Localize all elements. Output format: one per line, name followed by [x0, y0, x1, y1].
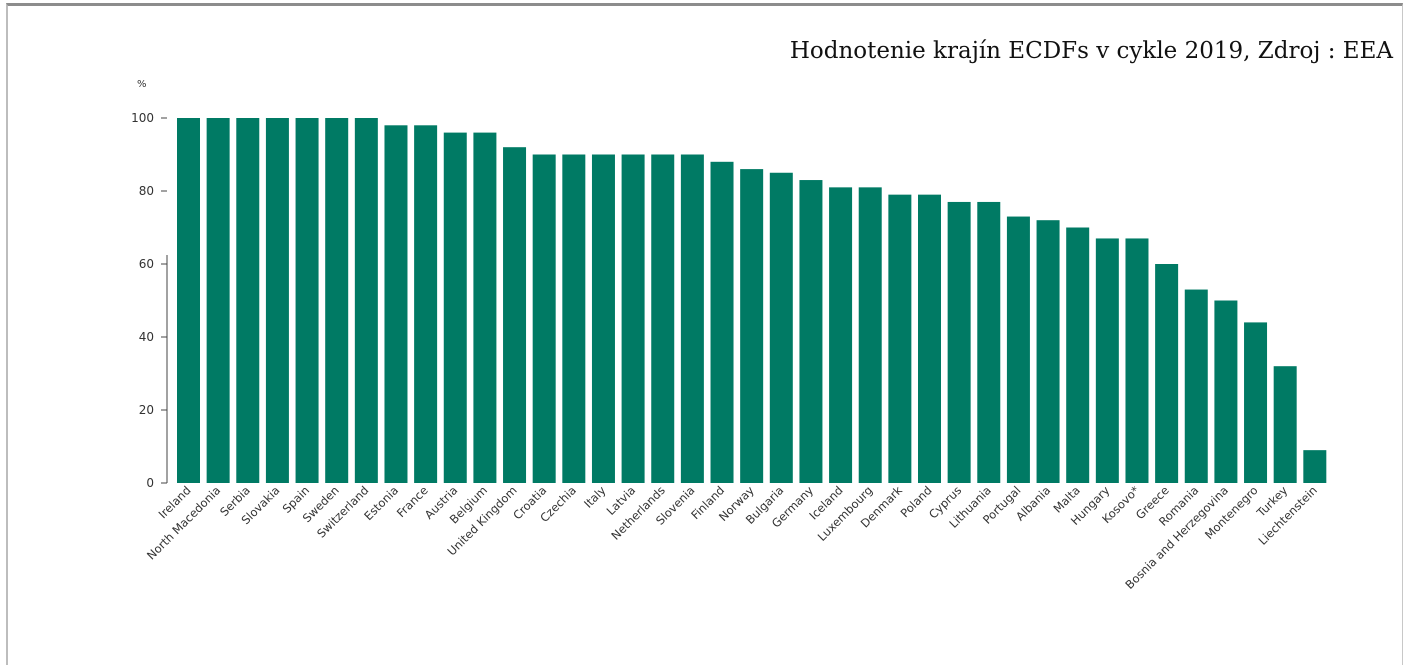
bar-liechtenstein	[1303, 450, 1327, 483]
bar-turkey	[1273, 366, 1297, 483]
bar-slovakia	[265, 118, 289, 483]
bar-norway	[740, 169, 764, 483]
bar-croatia	[532, 154, 556, 483]
y-tick-label-0: 0	[146, 476, 154, 490]
bar-malta	[1066, 227, 1090, 483]
bar-sweden	[325, 118, 349, 483]
bar-north-macedonia	[206, 118, 230, 483]
y-tick-label-80: 80	[139, 184, 154, 198]
bar-spain	[295, 118, 319, 483]
bar-united-kingdom	[503, 147, 527, 483]
bar-slovenia	[680, 154, 704, 483]
bar-netherlands	[651, 154, 675, 483]
bar-albania	[1036, 220, 1060, 483]
bar-estonia	[384, 125, 408, 484]
bar-luxembourg	[858, 187, 882, 483]
bar-greece	[1155, 264, 1179, 483]
y-axis-ticks: 0 20 40 60 80 100	[131, 111, 167, 490]
bar-portugal	[1006, 216, 1030, 484]
bar-hungary	[1095, 238, 1119, 483]
y-axis-unit-label: %	[137, 79, 147, 90]
bar-belgium	[473, 132, 497, 483]
bar-bulgaria	[769, 172, 793, 483]
bar-france	[414, 125, 438, 484]
bar-latvia	[621, 154, 645, 483]
bar-switzerland	[354, 118, 378, 483]
y-tick-label-40: 40	[139, 330, 154, 344]
bar-montenegro	[1244, 322, 1268, 483]
y-tick-label-100: 100	[131, 111, 154, 125]
chart-source-title: Hodnotenie krajín ECDFs v cykle 2019, Zd…	[789, 38, 1393, 64]
bar-denmark	[888, 194, 912, 483]
bar-czechia	[562, 154, 586, 483]
bars-group	[177, 118, 1327, 484]
bar-serbia	[236, 118, 260, 483]
bar-finland	[710, 161, 734, 484]
bar-germany	[799, 180, 823, 484]
bar-austria	[443, 132, 467, 483]
bar-kosovo	[1125, 238, 1149, 483]
bar-lithuania	[977, 201, 1001, 483]
chart-frame	[6, 3, 1403, 665]
bar-poland	[918, 194, 941, 483]
bar-bosnia-and-herzegovina	[1214, 300, 1238, 483]
bar-ireland	[177, 118, 200, 483]
bar-cyprus	[947, 201, 971, 483]
bar-italy	[591, 154, 615, 483]
y-tick-label-20: 20	[139, 403, 154, 417]
bar-romania	[1184, 289, 1208, 483]
y-tick-label-60: 60	[139, 257, 154, 271]
bar-iceland	[829, 187, 853, 483]
